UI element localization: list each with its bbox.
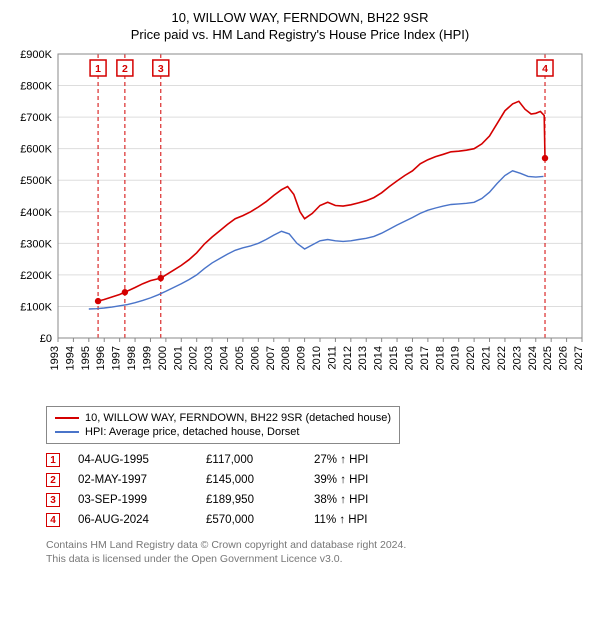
legend-swatch-property [55,417,79,419]
svg-text:2010: 2010 [311,346,323,370]
transaction-price: £145,000 [206,474,296,486]
svg-text:£900K: £900K [20,49,52,61]
transaction-delta: 39% ↑ HPI [314,474,394,486]
svg-text:£0: £0 [40,333,52,345]
title-subtitle: Price paid vs. HM Land Registry's House … [10,27,590,42]
transaction-delta: 11% ↑ HPI [314,514,394,526]
svg-text:£300K: £300K [20,238,52,250]
svg-text:2013: 2013 [357,346,369,370]
svg-text:£600K: £600K [20,144,52,156]
legend-swatch-hpi [55,431,79,433]
svg-text:1998: 1998 [126,346,138,370]
transactions-table: 1 04-AUG-1995 £117,000 27% ↑ HPI 2 02-MAY-199… [46,450,590,530]
svg-text:4: 4 [542,63,548,75]
transaction-delta: 38% ↑ HPI [314,494,394,506]
transaction-marker: 1 [46,453,60,467]
svg-text:2008: 2008 [280,346,292,370]
svg-text:2017: 2017 [419,346,431,370]
transaction-price: £189,950 [206,494,296,506]
svg-text:2005: 2005 [234,346,246,370]
transaction-date: 06-AUG-2024 [78,514,188,526]
transaction-row: 1 04-AUG-1995 £117,000 27% ↑ HPI [46,450,590,470]
svg-text:2016: 2016 [403,346,415,370]
title-address: 10, WILLOW WAY, FERNDOWN, BH22 9SR [10,10,590,25]
svg-text:1997: 1997 [111,346,123,370]
svg-text:2020: 2020 [465,346,477,370]
svg-text:2007: 2007 [265,346,277,370]
transaction-date: 02-MAY-1997 [78,474,188,486]
svg-text:2000: 2000 [157,346,169,370]
chart-svg: £0 £100K £200K £300K £400K £500K £600K £700K £80… [10,48,590,398]
svg-text:2026: 2026 [558,346,570,370]
svg-text:2001: 2001 [172,346,184,370]
svg-text:2018: 2018 [434,346,446,370]
transaction-price: £570,000 [206,514,296,526]
svg-text:2019: 2019 [450,346,462,370]
svg-text:2025: 2025 [542,346,554,370]
svg-text:£700K: £700K [20,112,52,124]
footer-line1: Contains HM Land Registry data © Crown c… [46,538,590,552]
svg-text:1994: 1994 [64,346,76,370]
svg-text:2006: 2006 [249,346,261,370]
transaction-marker: 2 [46,473,60,487]
svg-text:2009: 2009 [296,346,308,370]
footer: Contains HM Land Registry data © Crown c… [46,538,590,566]
svg-text:1996: 1996 [95,346,107,370]
svg-text:1995: 1995 [80,346,92,370]
svg-text:2003: 2003 [203,346,215,370]
title-block: 10, WILLOW WAY, FERNDOWN, BH22 9SR Price… [10,10,590,42]
svg-text:2027: 2027 [573,346,585,370]
svg-text:1: 1 [95,63,101,75]
svg-text:2011: 2011 [326,346,338,370]
legend-label-property: 10, WILLOW WAY, FERNDOWN, BH22 9SR (deta… [85,412,391,424]
svg-text:£100K: £100K [20,301,52,313]
legend: 10, WILLOW WAY, FERNDOWN, BH22 9SR (deta… [46,406,400,444]
transaction-marker: 3 [46,493,60,507]
svg-text:2015: 2015 [388,346,400,370]
svg-text:2021: 2021 [481,346,493,370]
chart-container: 10, WILLOW WAY, FERNDOWN, BH22 9SR Price… [0,0,600,574]
svg-text:2014: 2014 [373,346,385,370]
svg-text:2022: 2022 [496,346,508,370]
transaction-price: £117,000 [206,454,296,466]
svg-text:1993: 1993 [49,346,61,370]
transaction-row: 4 06-AUG-2024 £570,000 11% ↑ HPI [46,510,590,530]
svg-text:2: 2 [122,63,128,75]
svg-text:2002: 2002 [188,346,200,370]
transaction-row: 3 03-SEP-1999 £189,950 38% ↑ HPI [46,490,590,510]
svg-text:£200K: £200K [20,270,52,282]
svg-text:£400K: £400K [20,207,52,219]
svg-text:3: 3 [158,63,164,75]
transaction-marker: 4 [46,513,60,527]
svg-text:£500K: £500K [20,175,52,187]
svg-text:2023: 2023 [511,346,523,370]
legend-label-hpi: HPI: Average price, detached house, Dors… [85,426,299,438]
transaction-delta: 27% ↑ HPI [314,454,394,466]
chart: £0 £100K £200K £300K £400K £500K £600K £700K £80… [10,48,590,398]
legend-item-property: 10, WILLOW WAY, FERNDOWN, BH22 9SR (deta… [55,411,391,425]
legend-item-hpi: HPI: Average price, detached house, Dors… [55,425,391,439]
footer-line2: This data is licensed under the Open Gov… [46,552,590,566]
transaction-date: 04-AUG-1995 [78,454,188,466]
transaction-date: 03-SEP-1999 [78,494,188,506]
svg-text:2004: 2004 [219,346,231,370]
svg-text:£800K: £800K [20,81,52,93]
svg-text:2024: 2024 [527,346,539,370]
transaction-row: 2 02-MAY-1997 £145,000 39% ↑ HPI [46,470,590,490]
svg-text:2012: 2012 [342,346,354,370]
svg-text:1999: 1999 [141,346,153,370]
